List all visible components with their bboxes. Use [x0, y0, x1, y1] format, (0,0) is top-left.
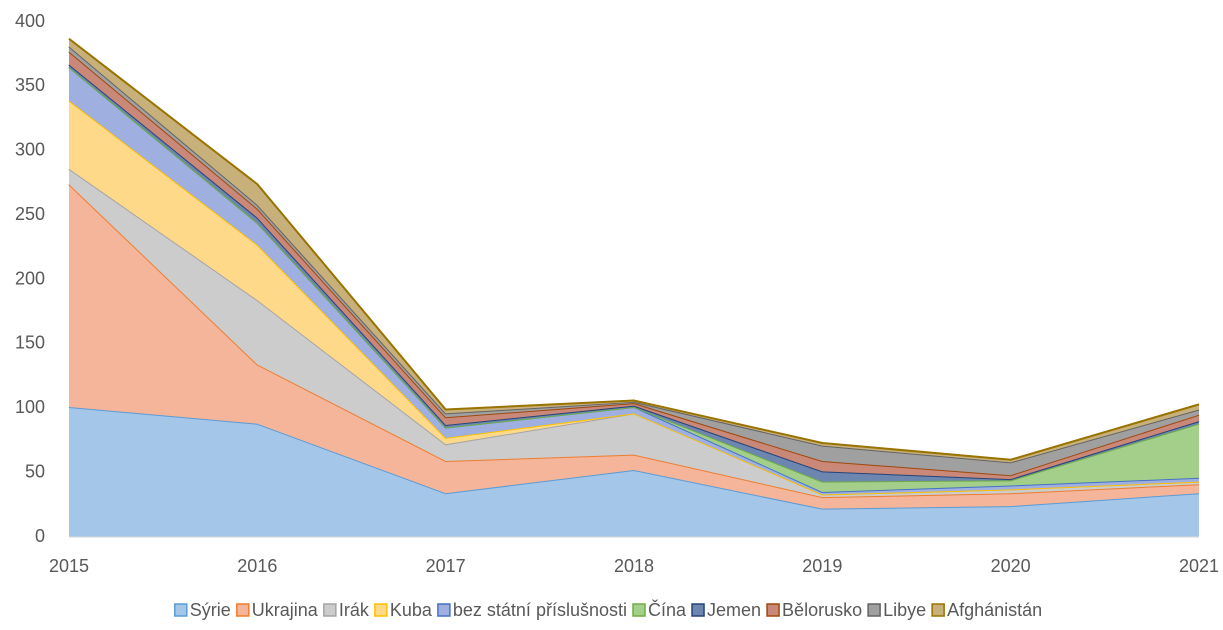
legend-label: Čína	[648, 599, 687, 620]
y-tick-label: 150	[15, 333, 45, 353]
legend-label: Ukrajina	[252, 600, 319, 620]
area	[69, 184, 1199, 509]
legend-swatch	[766, 603, 780, 617]
legend-swatch	[236, 603, 250, 617]
area	[69, 100, 1199, 495]
x-tick-label: 2016	[237, 556, 277, 576]
legend-swatch	[323, 603, 337, 617]
area	[69, 406, 1199, 537]
legend-label: Kuba	[390, 600, 433, 620]
y-tick-label: 400	[15, 11, 45, 31]
x-tick-label: 2018	[614, 556, 654, 576]
y-tick-label: 300	[15, 140, 45, 160]
legend-label: Bělorusko	[782, 600, 862, 620]
legend-label: Irák	[339, 600, 370, 620]
legend-swatch	[931, 603, 945, 617]
legend-label: Jemen	[707, 600, 761, 620]
area	[69, 168, 1199, 498]
y-tick-label: 250	[15, 204, 45, 224]
legend-swatch	[691, 603, 705, 617]
y-tick-label: 0	[35, 526, 45, 546]
y-tick-label: 100	[15, 397, 45, 417]
area-line	[68, 37, 1200, 461]
area	[69, 67, 1199, 495]
x-tick-label: 2017	[426, 556, 466, 576]
x-tick-label: 2021	[1179, 556, 1219, 576]
legend-label: Libye	[883, 600, 926, 620]
y-tick-label: 200	[15, 268, 45, 288]
legend-swatch	[437, 603, 451, 617]
y-tick-label: 50	[25, 461, 45, 481]
legend-swatch	[374, 603, 388, 617]
legend-swatch	[632, 603, 646, 617]
legend-label: Afghánistán	[947, 600, 1042, 620]
x-tick-label: 2019	[802, 556, 842, 576]
x-tick-label: 2020	[991, 556, 1031, 576]
legend-swatch	[174, 603, 188, 617]
legend-label: Sýrie	[190, 600, 231, 620]
legend-swatch	[867, 603, 881, 617]
x-tick-label: 2015	[49, 556, 89, 576]
y-tick-label: 350	[15, 75, 45, 95]
legend-label: bez státní příslušnosti	[453, 600, 627, 620]
